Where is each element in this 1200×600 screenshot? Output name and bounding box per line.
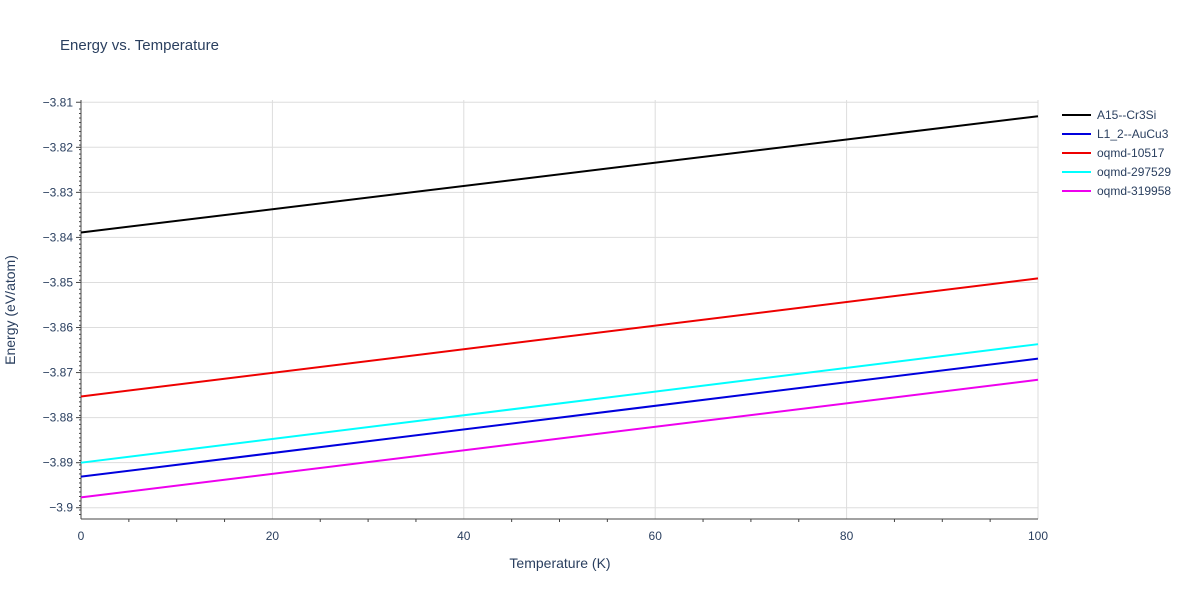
- legend-item[interactable]: oqmd-319958: [1062, 184, 1171, 198]
- legend-label: L1_2--AuCu3: [1097, 127, 1169, 141]
- y-tick-label: −3.88: [43, 411, 74, 425]
- legend-item[interactable]: oqmd-297529: [1062, 165, 1171, 179]
- series-line-4: [80, 343, 1039, 464]
- legend[interactable]: A15--Cr3Si L1_2--AuCu3 oqmd-10517 oqmd-2975…: [1062, 108, 1171, 198]
- x-tick-label: 60: [649, 529, 663, 543]
- series-layer: [80, 115, 1039, 499]
- y-tick-label: −3.85: [43, 275, 74, 289]
- legend-item[interactable]: A15--Cr3Si: [1062, 108, 1156, 122]
- y-axis-title: Energy (eV/atom): [2, 255, 18, 365]
- x-tick-label: 20: [266, 529, 280, 543]
- grid-layer: [81, 100, 1039, 519]
- legend-label: oqmd-319958: [1097, 184, 1171, 198]
- y-tick-label: −3.89: [43, 456, 74, 470]
- y-tick-label: −3.83: [43, 185, 74, 199]
- legend-label: A15--Cr3Si: [1097, 108, 1156, 122]
- axes-layer: 0 20 40 60 80 100 −3.9 −3.89 −3.88 −3.87 −3.86 −3.8…: [43, 95, 1049, 543]
- legend-item[interactable]: oqmd-10517: [1062, 146, 1165, 160]
- legend-item[interactable]: L1_2--AuCu3: [1062, 127, 1169, 141]
- series-line-1: [80, 115, 1039, 234]
- x-axis-title: Temperature (K): [509, 555, 610, 571]
- legend-label: oqmd-297529: [1097, 165, 1171, 179]
- series-line-5: [80, 378, 1039, 499]
- chart-title: Energy vs. Temperature: [60, 37, 219, 54]
- x-tick-label: 80: [840, 529, 854, 543]
- series-line-2: [80, 357, 1039, 478]
- x-tick-label: 40: [457, 529, 471, 543]
- y-tick-label: −3.87: [43, 366, 74, 380]
- y-tick-label: −3.86: [43, 321, 74, 335]
- x-tick-label: 100: [1028, 529, 1048, 543]
- y-tick-label: −3.81: [43, 95, 74, 109]
- legend-label: oqmd-10517: [1097, 146, 1165, 160]
- y-tick-label: −3.84: [43, 230, 74, 244]
- x-tick-label: 0: [78, 529, 85, 543]
- y-tick-label: −3.82: [43, 140, 74, 154]
- series-line-3: [80, 277, 1039, 398]
- y-tick-label: −3.9: [49, 501, 73, 515]
